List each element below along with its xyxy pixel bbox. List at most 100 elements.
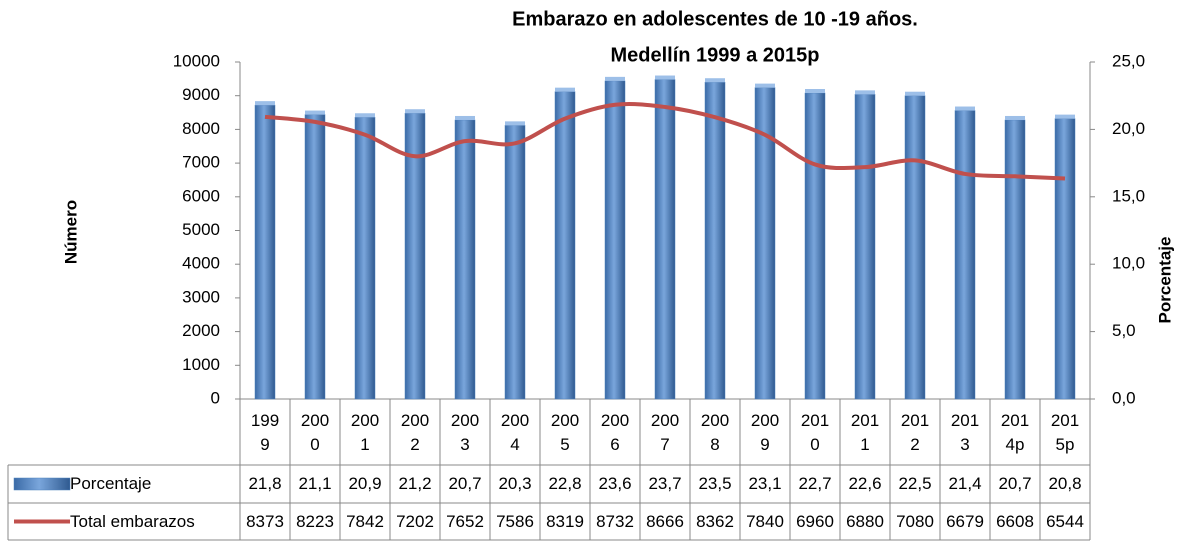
bar-top: [355, 113, 375, 118]
y-tick-label: 7000: [182, 153, 220, 172]
table-value: 8373: [246, 511, 284, 531]
y-tick-label: 0: [211, 388, 220, 407]
y-tick-label: 3000: [182, 287, 220, 306]
bar-top: [755, 83, 775, 88]
bar: [254, 104, 276, 400]
x-tick-label: 2011: [850, 411, 880, 454]
legend-swatch: [13, 477, 71, 491]
y2-tick-label: 20,0: [1112, 119, 1145, 138]
x-tick-label: 2002: [400, 411, 430, 454]
bar-top: [605, 76, 625, 81]
table-value: 20,9: [348, 474, 382, 493]
bar: [704, 81, 726, 400]
x-tick-label: 2004: [500, 411, 530, 454]
table-value: 23,7: [648, 474, 682, 493]
table-value: 23,1: [748, 474, 782, 493]
y-tick-label: 5000: [182, 220, 220, 239]
table-value: 20,7: [998, 474, 1032, 493]
table-value: 7202: [396, 511, 434, 531]
bar: [554, 91, 576, 400]
table-value: 23,6: [598, 474, 632, 493]
x-tick-label: 2010: [800, 411, 830, 454]
y2-tick-label: 25,0: [1112, 51, 1145, 70]
table-value: 21,8: [248, 474, 282, 493]
y-tick-label: 6000: [182, 186, 220, 205]
bar: [804, 92, 826, 400]
x-tick-label: 2007: [650, 411, 680, 454]
x-tick-label: 2001: [350, 411, 380, 454]
bar-top: [655, 75, 675, 80]
x-tick-label: 2000: [300, 411, 330, 454]
bar-top: [905, 91, 925, 96]
table-value: 6880: [846, 511, 884, 531]
y2-axis-label: Porcentaje: [1155, 237, 1174, 324]
y-tick-label: 8000: [182, 119, 220, 138]
bar-top: [505, 121, 525, 126]
table-value: 22,7: [798, 474, 832, 493]
table-value: 8666: [646, 511, 684, 531]
y2-tick-label: 15,0: [1112, 186, 1145, 205]
x-tick-label: 2005: [550, 411, 580, 454]
y2-tick-label: 0,0: [1112, 388, 1136, 407]
y-tick-label: 1000: [182, 355, 220, 374]
y-tick-label: 10000: [173, 51, 220, 70]
y-axis-label: Número: [61, 200, 80, 264]
bar: [854, 94, 876, 400]
table-value: 23,5: [698, 474, 732, 493]
table-value: 8362: [696, 511, 734, 531]
x-tick-label: 1999: [250, 411, 280, 454]
table-value: 21,4: [948, 474, 982, 493]
table-value: 8223: [296, 511, 334, 531]
y2-tick-label: 5,0: [1112, 321, 1136, 340]
table-value: 6679: [946, 511, 984, 531]
y-tick-label: 9000: [182, 85, 220, 104]
bar-top: [1055, 114, 1075, 119]
x-tick-label: 2006: [600, 411, 630, 454]
table-value: 7080: [896, 511, 934, 531]
table-value: 20,3: [498, 474, 532, 493]
bar-top: [1005, 115, 1025, 120]
bar: [604, 80, 626, 400]
bar: [1004, 119, 1026, 400]
bar: [954, 110, 976, 400]
line: [264, 101, 1066, 181]
y-tick-label: 2000: [182, 321, 220, 340]
x-tick-label: 2015p: [1050, 411, 1080, 454]
bar: [1054, 118, 1076, 400]
legend-label: Total embarazos: [70, 511, 195, 531]
bar-top: [255, 101, 275, 106]
table-value: 6608: [996, 511, 1034, 531]
bar-top: [305, 110, 325, 115]
y2-tick-label: 10,0: [1112, 254, 1145, 273]
table-value: 22,5: [898, 474, 932, 493]
x-tick-label: 2008: [700, 411, 730, 454]
bar-top: [455, 115, 475, 120]
bar-top: [555, 87, 575, 92]
bar: [504, 125, 526, 400]
table-value: 7840: [746, 511, 784, 531]
table-value: 6544: [1046, 511, 1084, 531]
table-value: 8732: [596, 511, 634, 531]
x-tick-label: 2012: [900, 411, 930, 454]
bar: [904, 95, 926, 400]
table-value: 21,2: [398, 474, 432, 493]
x-tick-label: 2014p: [1000, 411, 1030, 454]
bar-top: [855, 90, 875, 95]
bar: [354, 117, 376, 400]
bar-top: [705, 78, 725, 83]
table-value: 8319: [546, 511, 584, 531]
table-value: 7652: [446, 511, 484, 531]
table-value: 20,7: [448, 474, 482, 493]
bar: [454, 119, 476, 400]
table-value: 6960: [796, 511, 834, 531]
chart-title: Embarazo en adolescentes de 10 -19 años.: [512, 8, 918, 30]
x-tick-label: 2013: [950, 411, 980, 454]
table-value: 21,1: [298, 474, 332, 493]
table-value: 22,6: [848, 474, 882, 493]
legend-label: Porcentaje: [70, 474, 152, 493]
y-tick-label: 4000: [182, 254, 220, 273]
bar: [654, 79, 676, 400]
table-value: 22,8: [548, 474, 582, 493]
